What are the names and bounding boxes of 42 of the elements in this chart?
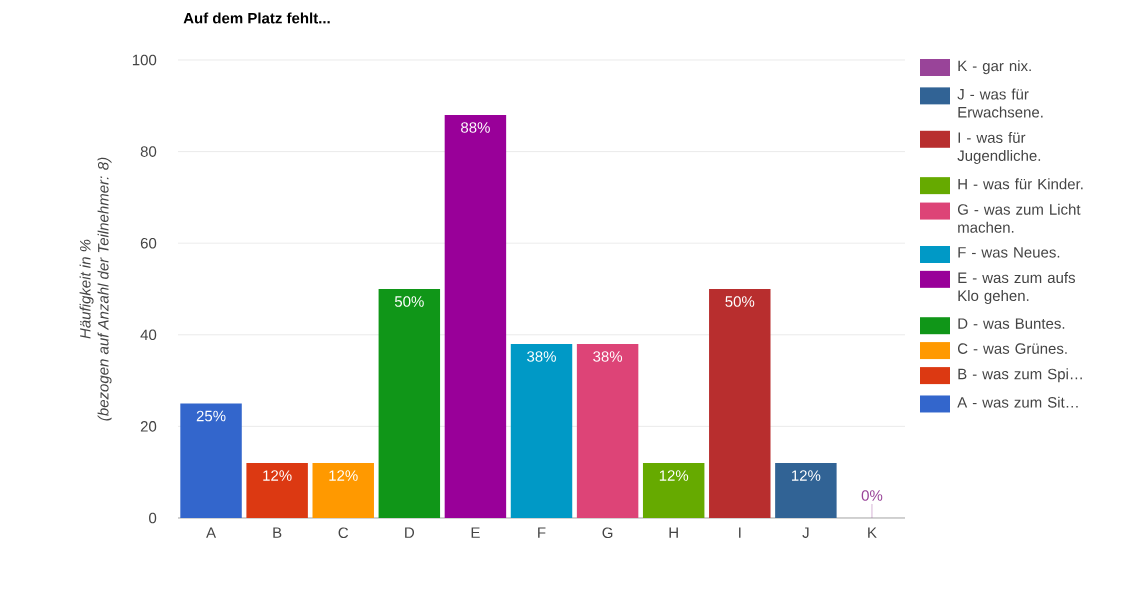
legend-label: E - was zum aufs Klo gehen. (958, 272, 1076, 304)
legend-label: D - was Buntes. (958, 318, 1065, 329)
y-tick-label: 80 (140, 146, 157, 157)
y-tick-label: 40 (140, 329, 157, 341)
legend-label: K - gar nix. (958, 60, 1031, 75)
data-label: 25% (196, 410, 226, 422)
y-tick-label: 60 (140, 237, 157, 249)
x-tick-label: A (206, 527, 217, 538)
data-label: 0% (861, 490, 883, 501)
x-tick-label: F (538, 527, 546, 538)
data-label: 38% (527, 351, 556, 362)
chart-title: Auf dem Platz fehlt... (183, 12, 330, 24)
x-tick-label: G (602, 527, 613, 539)
legend-label: C - was Grünes. (957, 343, 1067, 354)
legend-label: G - was zum Licht machen. (957, 203, 1081, 233)
text: (bezogen auf Anzahl der Teilnehmer: 8) (97, 157, 112, 421)
data-label: 12% (329, 470, 358, 481)
y-tick-label: 0 (149, 512, 157, 524)
y-tick-label: 100 (132, 54, 157, 66)
legend-label: B - was zum Spi… (958, 368, 1082, 383)
x-tick-label: B (273, 527, 282, 538)
x-tick-label: J (802, 527, 809, 538)
legend-label: J - was für Erwachsene. (957, 88, 1043, 118)
data-label: 50% (725, 296, 755, 307)
x-tick-label: K (868, 527, 877, 538)
legend-label: F - was Neues. (958, 247, 1060, 258)
x-tick-label: H (669, 527, 678, 538)
x-tick-label: D (405, 527, 415, 538)
data-label: 12% (792, 470, 821, 481)
data-label: 38% (593, 351, 623, 362)
legend-label: A - was zum Sit… (957, 396, 1078, 408)
x-tick-label: E (471, 527, 480, 538)
data-label: 12% (659, 470, 689, 481)
data-label: 88% (461, 122, 490, 133)
x-tick-label: I (739, 527, 741, 538)
legend-label: I - was für Jugendliche. (957, 131, 1041, 164)
data-label: 50% (394, 296, 424, 307)
legend-label: H - was für Kinder. (958, 178, 1083, 190)
y-axis-title: Häufigkeit in % (79, 239, 94, 339)
y-tick-label: 20 (140, 421, 157, 432)
data-label: 12% (263, 470, 292, 481)
x-tick-label: C (338, 527, 349, 539)
